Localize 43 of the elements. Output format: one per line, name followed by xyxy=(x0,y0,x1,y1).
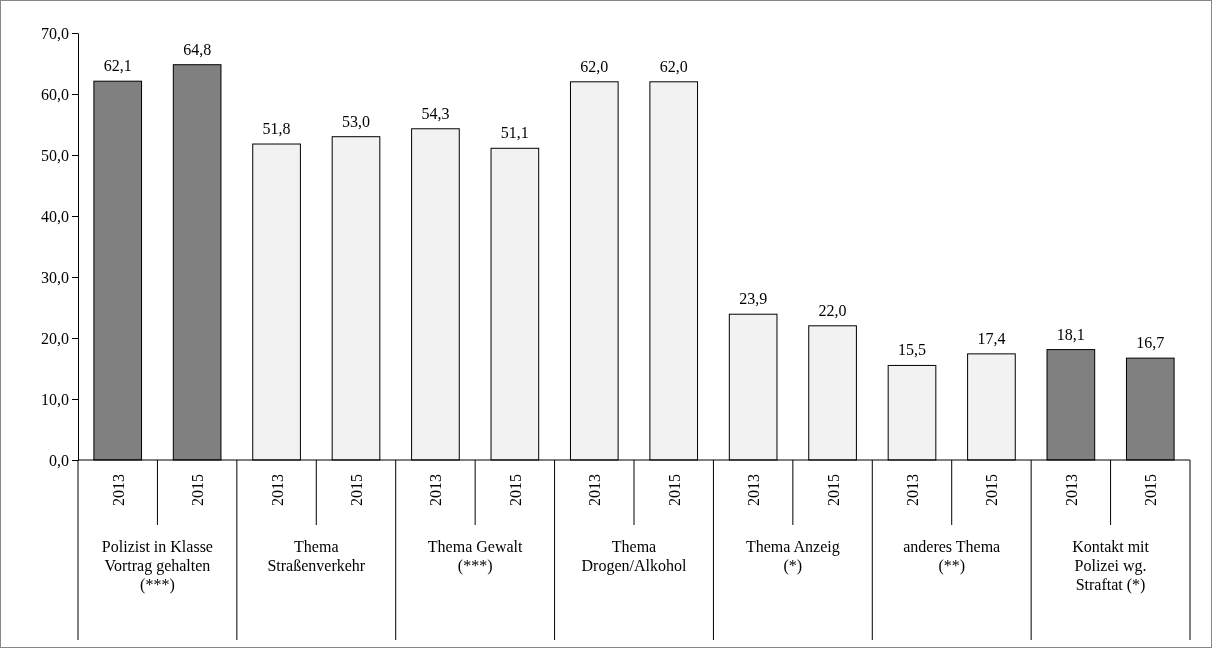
x-tick-label: 2015 xyxy=(665,474,683,506)
x-tick-label: 2015 xyxy=(506,474,524,506)
x-tick-label: 2015 xyxy=(189,474,207,506)
data-label: 22,0 xyxy=(818,301,847,319)
data-label: 51,1 xyxy=(500,124,529,142)
y-tick-label: 40,0 xyxy=(41,207,69,225)
y-tick-label: 20,0 xyxy=(41,329,69,347)
x-tick-label: 2015 xyxy=(824,474,842,506)
text: Thema Anzeig (*) xyxy=(745,538,840,575)
data-label: 62,0 xyxy=(580,57,609,75)
x-tick-label: 2013 xyxy=(268,474,286,506)
x-tick-label: 2015 xyxy=(1142,474,1160,506)
x-tick-label: 2015 xyxy=(348,474,365,506)
data-label: 17,4 xyxy=(977,329,1006,347)
text: anderes Thema (**) xyxy=(903,538,1001,575)
text: Kontakt mit Polizei wg. Straftat (*) xyxy=(1072,538,1150,594)
text: Thema Straßenverkehr xyxy=(267,538,366,574)
x-tick-label: 2013 xyxy=(1062,474,1080,506)
x-tick-label: 2013 xyxy=(586,474,604,506)
x-tick-label: 2013 xyxy=(427,474,445,506)
data-label: 54,3 xyxy=(421,104,450,122)
data-label: 23,9 xyxy=(739,290,768,308)
data-label: 53,0 xyxy=(342,112,370,130)
y-tick-label: 60,0 xyxy=(41,85,69,103)
x-tick-label: 2015 xyxy=(983,474,1001,506)
x-tick-label: 2013 xyxy=(904,474,921,506)
data-label: 62,1 xyxy=(103,57,132,75)
y-tick-label: 30,0 xyxy=(41,268,69,286)
data-label: 64,8 xyxy=(183,40,212,58)
data-label: 18,1 xyxy=(1056,325,1085,343)
text: Thema Drogen/Alkohol xyxy=(581,538,687,575)
y-tick-label: 50,0 xyxy=(41,146,69,164)
y-tick-label: 70,0 xyxy=(41,24,69,42)
data-label: 62,0 xyxy=(659,57,688,75)
text: Polizist in Klasse Vortrag gehalten (***) xyxy=(101,538,213,594)
data-label: 51,8 xyxy=(262,120,291,138)
x-tick-label: 2013 xyxy=(745,474,763,506)
y-tick-label: 0,0 xyxy=(49,451,69,469)
text: Thema Gewalt (***) xyxy=(427,538,524,575)
y-tick-label: 10,0 xyxy=(41,390,69,408)
data-label: 15,5 xyxy=(898,341,926,359)
x-tick-label: 2013 xyxy=(109,474,127,506)
data-label: 16,7 xyxy=(1136,334,1165,352)
